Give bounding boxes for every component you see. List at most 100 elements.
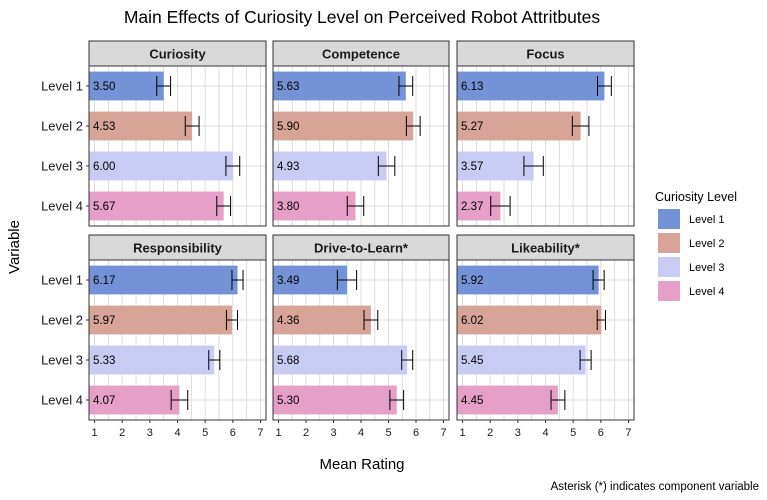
bar	[89, 71, 164, 101]
bar	[273, 385, 397, 415]
panel-border	[88, 65, 267, 227]
caption: Asterisk (*) indicates component variabl…	[551, 481, 759, 493]
x-tick-label: 3	[147, 427, 153, 439]
panel-5: Likeability* 5.92 6.02 5.45 4.45 1 2 3 4 5 6 7	[456, 234, 635, 439]
panel-strip	[456, 234, 635, 261]
legend-item: Level 3	[658, 257, 724, 277]
error-bar	[389, 390, 405, 410]
panels-layer: Curiosity 3.50 4.53 6.00 5.67 Level 1 Level 2 L…	[41, 40, 635, 439]
panel-border	[272, 65, 450, 227]
bar	[457, 345, 586, 375]
y-tick-label: Level 3	[41, 353, 83, 368]
data-label: 4.93	[277, 161, 299, 173]
y-axis-title: Variable	[6, 220, 23, 274]
error-bar	[346, 196, 365, 216]
y-tick-label: Level 1	[41, 273, 83, 288]
x-tick-label: 5	[385, 427, 391, 439]
bar	[89, 305, 232, 335]
x-tick-label: 2	[487, 427, 493, 439]
data-label: 5.45	[461, 355, 483, 367]
panel-4: Drive-to-Learn* 3.49 4.36 5.68 5.30 1 2 3 4 5 6 7	[272, 234, 450, 439]
x-tick-label: 7	[625, 427, 631, 439]
data-label: 5.63	[277, 81, 299, 93]
error-bar	[523, 156, 544, 176]
data-label: 6.02	[461, 315, 483, 327]
bar	[89, 345, 215, 375]
panel-2: Focus 6.13 5.27 3.57 2.37	[456, 40, 635, 227]
panel-strip	[88, 234, 267, 261]
error-bar	[216, 196, 232, 216]
data-label: 5.92	[461, 275, 483, 287]
panel-title: Drive-to-Learn*	[314, 241, 409, 256]
x-tick-label: 4	[542, 427, 548, 439]
error-bar	[398, 76, 414, 96]
panel-title: Likeability*	[511, 241, 581, 256]
y-tick-label: Level 1	[41, 79, 83, 94]
panel-3: Responsibility 6.17 5.97 5.33 4.07 Level 1 Lev…	[41, 234, 267, 439]
error-bar	[596, 310, 607, 330]
legend-swatch	[658, 233, 680, 253]
bar	[457, 385, 558, 415]
bar	[457, 305, 602, 335]
bar	[89, 111, 193, 141]
error-bar	[401, 350, 414, 370]
x-tick-label: 2	[303, 427, 309, 439]
error-bar	[377, 156, 396, 176]
data-label: 4.36	[277, 315, 299, 327]
x-tick-label: 6	[230, 427, 236, 439]
x-tick-label: 5	[202, 427, 208, 439]
error-bar	[156, 76, 172, 96]
legend-label: Level 1	[689, 214, 724, 226]
bar	[273, 71, 406, 101]
data-label: 3.49	[277, 275, 299, 287]
data-label: 5.30	[277, 395, 299, 407]
data-label: 3.80	[277, 201, 299, 213]
panel-title: Responsibility	[133, 241, 223, 256]
data-label: 5.90	[277, 121, 299, 133]
data-label: 3.50	[93, 81, 115, 93]
bar	[273, 151, 387, 181]
legend-label: Level 2	[689, 238, 724, 250]
y-tick-label: Level 4	[41, 199, 83, 214]
legend: Curiosity Level Level 1 Level 2 Level 3 Lev…	[655, 190, 737, 301]
data-label: 5.68	[277, 355, 299, 367]
bar	[89, 151, 233, 181]
bar	[457, 151, 534, 181]
x-tick-label: 4	[358, 427, 364, 439]
bar	[273, 305, 371, 335]
panel-strip	[88, 40, 267, 67]
legend-item: Level 4	[658, 281, 724, 301]
panel-strip	[272, 40, 450, 67]
bar	[89, 191, 224, 221]
y-tick-label: Level 4	[41, 393, 83, 408]
bar	[273, 191, 356, 221]
data-label: 4.53	[93, 121, 115, 133]
x-tick-label: 7	[440, 427, 446, 439]
panel-title: Focus	[526, 47, 564, 62]
error-bar	[579, 350, 592, 370]
x-tick-label: 2	[119, 427, 125, 439]
x-tick-label: 1	[91, 427, 97, 439]
x-tick-label: 4	[174, 427, 180, 439]
panel-strip	[272, 234, 450, 261]
bar	[457, 71, 605, 101]
x-axis-title: Mean Rating	[319, 456, 404, 473]
data-label: 5.27	[461, 121, 483, 133]
x-tick-label: 7	[257, 427, 263, 439]
data-label: 4.45	[461, 395, 483, 407]
bar	[273, 345, 408, 375]
bar	[273, 265, 347, 295]
panel-0: Curiosity 3.50 4.53 6.00 5.67 Level 1 Level 2 L…	[41, 40, 267, 227]
error-bar	[184, 116, 200, 136]
error-bar	[596, 76, 612, 96]
panel-title: Curiosity	[149, 47, 206, 62]
x-tick-label: 3	[330, 427, 336, 439]
panel-strip	[456, 40, 635, 67]
x-tick-label: 6	[413, 427, 419, 439]
y-tick-label: Level 2	[41, 313, 83, 328]
error-bar	[592, 270, 605, 290]
x-tick-label: 5	[570, 427, 576, 439]
data-label: 5.67	[93, 201, 115, 213]
legend-item: Level 1	[658, 209, 724, 229]
